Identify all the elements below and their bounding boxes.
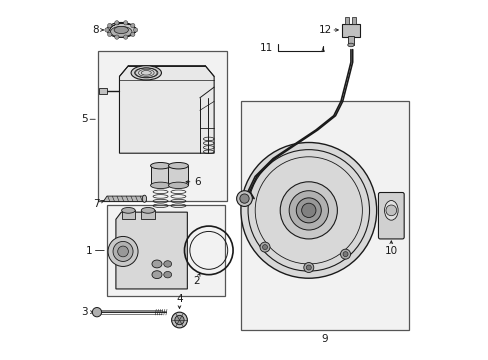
Ellipse shape (152, 271, 162, 279)
Circle shape (118, 246, 128, 257)
Ellipse shape (150, 162, 170, 169)
Ellipse shape (384, 201, 397, 220)
Ellipse shape (152, 260, 162, 268)
Bar (122, 210, 135, 219)
Circle shape (343, 252, 347, 257)
Text: 6: 6 (194, 177, 200, 187)
Bar (344, 17, 348, 23)
Text: 5: 5 (81, 114, 88, 124)
Text: 11: 11 (260, 43, 273, 53)
Text: 8: 8 (92, 25, 99, 35)
Text: 1: 1 (85, 246, 92, 256)
Ellipse shape (114, 26, 128, 33)
Circle shape (280, 182, 337, 239)
Ellipse shape (110, 26, 132, 37)
Circle shape (171, 312, 187, 328)
Circle shape (130, 23, 135, 28)
Bar (150, 166, 170, 185)
Circle shape (240, 194, 248, 203)
Circle shape (107, 32, 112, 36)
Circle shape (92, 307, 102, 317)
Ellipse shape (168, 182, 188, 189)
Ellipse shape (142, 195, 146, 202)
Circle shape (107, 23, 112, 28)
Bar (241, 102, 408, 330)
Circle shape (113, 242, 133, 261)
Ellipse shape (163, 271, 171, 278)
Ellipse shape (168, 162, 188, 169)
Bar (168, 166, 188, 185)
Circle shape (108, 237, 138, 266)
Ellipse shape (150, 182, 170, 189)
Bar (351, 17, 356, 23)
Circle shape (385, 205, 396, 216)
Bar (99, 88, 106, 94)
Circle shape (104, 28, 109, 32)
Text: 3: 3 (81, 307, 88, 317)
Bar (107, 205, 224, 296)
Circle shape (262, 244, 267, 249)
Circle shape (133, 28, 138, 32)
Circle shape (115, 21, 119, 25)
Text: 2: 2 (193, 276, 199, 286)
Circle shape (175, 315, 184, 325)
Circle shape (241, 143, 376, 278)
Circle shape (123, 35, 127, 39)
Text: 9: 9 (321, 334, 327, 344)
Text: 12: 12 (318, 25, 331, 35)
Ellipse shape (163, 261, 171, 267)
Circle shape (123, 21, 127, 25)
Circle shape (260, 242, 269, 252)
Circle shape (236, 191, 252, 206)
Ellipse shape (347, 43, 353, 47)
Ellipse shape (122, 207, 135, 213)
Circle shape (301, 203, 315, 217)
Ellipse shape (141, 207, 155, 213)
Circle shape (115, 35, 119, 39)
Text: 4: 4 (176, 294, 183, 304)
Text: 10: 10 (384, 247, 397, 256)
Ellipse shape (107, 22, 135, 37)
Bar (98, 51, 226, 202)
Polygon shape (116, 212, 187, 289)
Circle shape (288, 191, 328, 230)
Circle shape (296, 198, 321, 223)
Ellipse shape (131, 66, 161, 80)
Circle shape (303, 262, 313, 273)
Bar (341, 23, 359, 37)
Bar (347, 36, 353, 45)
Text: 7: 7 (93, 199, 100, 209)
FancyBboxPatch shape (378, 193, 404, 239)
Bar (141, 210, 155, 219)
Circle shape (305, 265, 311, 270)
Circle shape (340, 249, 350, 259)
Polygon shape (103, 196, 146, 202)
Circle shape (130, 32, 135, 36)
Polygon shape (119, 66, 214, 153)
